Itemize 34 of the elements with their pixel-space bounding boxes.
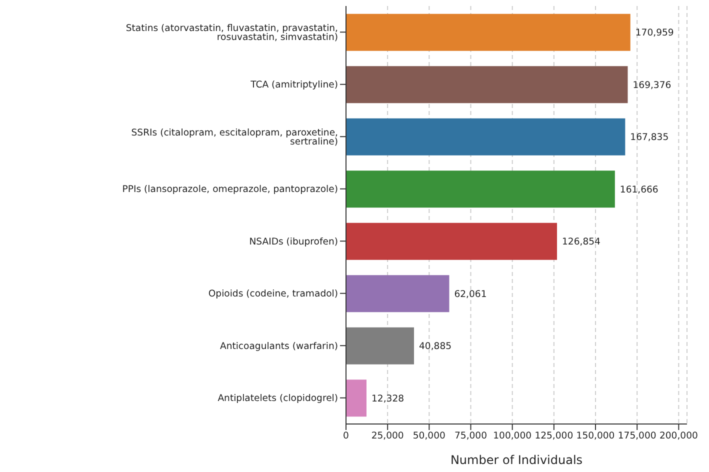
x-axis-title: Number of Individuals bbox=[450, 453, 583, 467]
data-label: 40,885 bbox=[419, 341, 452, 352]
bar bbox=[346, 380, 367, 417]
y-tick-label: SSRIs (citalopram, escitalopram, paroxetine, sertraline) bbox=[131, 127, 338, 148]
y-tick-label: NSAIDs (ibuprofen) bbox=[249, 236, 338, 248]
y-tick-label: Statins (atorvastatin, fluvastatin, pravastatin, rosuvastatin, simvastatin) bbox=[126, 22, 338, 44]
y-tick-label: PPIs (lansoprazole, omeprazole, pantoprazole) bbox=[122, 184, 338, 196]
y-tick-label: Anticoagulants (warfarin) bbox=[220, 340, 338, 352]
y-tick-label: Opioids (codeine, tramadol) bbox=[208, 288, 338, 300]
x-tick-label: 75,000 bbox=[454, 430, 488, 442]
data-label: 12,328 bbox=[372, 393, 404, 404]
data-label: 169,376 bbox=[632, 80, 672, 91]
bar bbox=[346, 275, 450, 312]
bar bbox=[346, 222, 558, 260]
x-tick-label: 25,000 bbox=[371, 430, 404, 442]
x-tick-label: 50,000 bbox=[412, 430, 446, 442]
bar bbox=[346, 66, 628, 104]
bar bbox=[346, 170, 615, 208]
y-tick-label: Antiplatelets (clopidogrel) bbox=[218, 393, 338, 404]
data-label: 62,061 bbox=[454, 288, 487, 300]
data-label: 167,835 bbox=[630, 132, 669, 144]
x-tick-label: 175,000 bbox=[618, 430, 656, 442]
x-tick-label: 0 bbox=[343, 430, 350, 442]
x-tick-label: 100,000 bbox=[493, 430, 532, 442]
bar bbox=[346, 118, 626, 156]
data-label: 126,854 bbox=[562, 236, 601, 248]
bar bbox=[346, 327, 414, 364]
data-label: 170,959 bbox=[635, 28, 674, 39]
bar bbox=[346, 14, 630, 51]
data-label: 161,666 bbox=[620, 184, 658, 196]
x-tick-label: 125,000 bbox=[534, 430, 574, 442]
y-tick-label: TCA (amitriptyline) bbox=[250, 80, 338, 91]
x-tick-label: 200,000 bbox=[659, 430, 698, 442]
x-tick-label: 150,000 bbox=[576, 430, 615, 442]
